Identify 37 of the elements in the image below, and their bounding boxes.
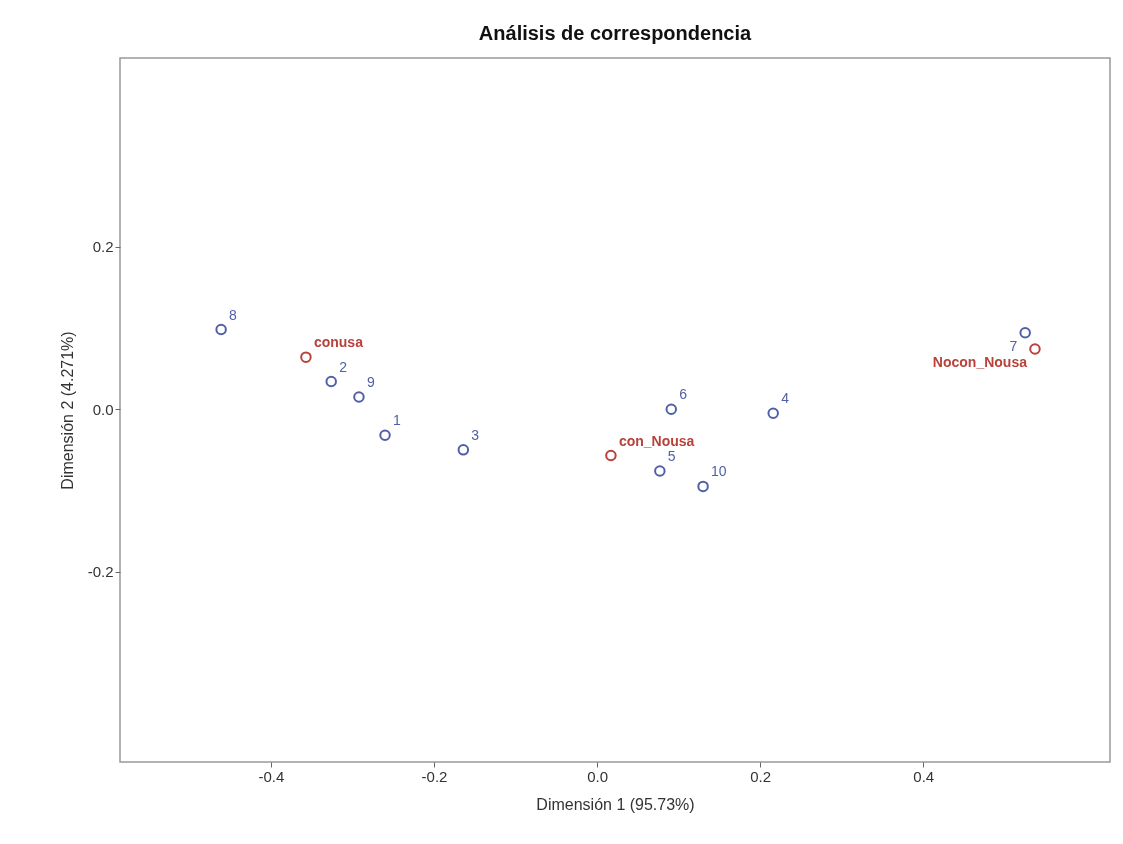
point — [697, 480, 709, 493]
annotation: conusa — [313, 334, 364, 351]
annotation: 3 — [471, 426, 480, 443]
point — [325, 375, 337, 388]
chart-title: Análisis de correspondencia — [478, 22, 753, 44]
y-tick-label: -0.2 — [87, 563, 114, 581]
point — [605, 449, 617, 462]
x-tick-label: 0.4 — [913, 767, 935, 785]
x-tick-label: -0.2 — [421, 767, 448, 785]
point — [300, 351, 312, 363]
annotation: 4 — [781, 390, 790, 407]
point — [767, 407, 779, 419]
annotation: Nocon_Nousa — [932, 354, 1028, 371]
annotation: 7 — [1009, 337, 1018, 354]
point — [1019, 327, 1031, 339]
y-tick-label: 0.0 — [92, 400, 114, 418]
point — [1029, 343, 1041, 355]
x-tick-label: 0.2 — [750, 767, 772, 785]
annotation: 5 — [667, 447, 676, 464]
annotation: con_Nousa — [618, 432, 695, 449]
annotation: 6 — [679, 386, 688, 403]
x-tick-label: -0.4 — [258, 767, 285, 785]
annotation: 2 — [339, 358, 348, 375]
point — [457, 444, 470, 456]
annotation: 10 — [711, 463, 727, 480]
annotation: 9 — [366, 373, 375, 390]
x-axis-title: Dimensión 1 (95.73%) — [536, 795, 695, 813]
point — [215, 323, 227, 336]
x-tick-label: 0.0 — [587, 767, 608, 785]
y-axis-title: Dimensión 2 (4.271%) — [58, 331, 76, 490]
point — [665, 403, 678, 415]
annotation: 1 — [393, 412, 402, 429]
point — [654, 465, 666, 477]
point — [353, 391, 365, 403]
point — [379, 429, 391, 441]
annotation: 8 — [229, 306, 238, 323]
y-tick-label: 0.2 — [92, 238, 114, 256]
